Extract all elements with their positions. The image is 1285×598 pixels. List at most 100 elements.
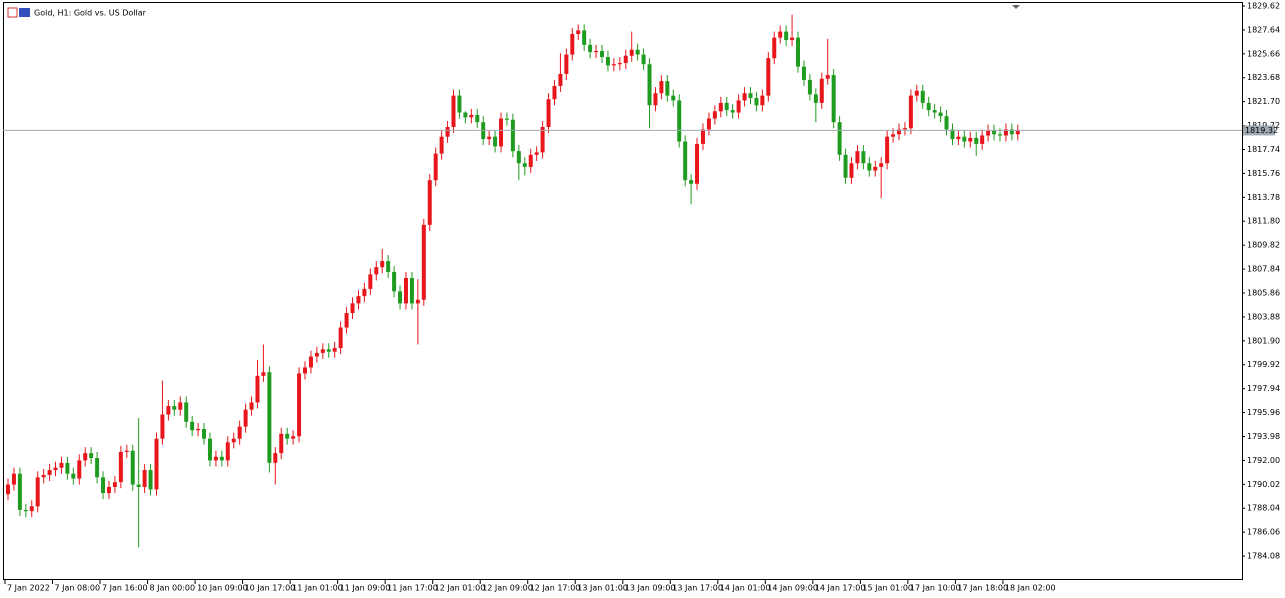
candle-body	[914, 90, 919, 96]
y-tick-label: 1821.70	[1247, 97, 1280, 106]
candle-body	[219, 456, 224, 461]
candle-body	[558, 73, 563, 86]
candle-body	[528, 154, 533, 167]
x-tick-label: 11 Jan 01:00	[292, 584, 343, 593]
candle-body	[516, 151, 521, 164]
candle-body	[207, 438, 212, 461]
candle-body	[279, 433, 284, 454]
candle-body	[190, 421, 195, 431]
y-tick-label: 1827.64	[1247, 25, 1280, 34]
candle-body	[950, 129, 955, 140]
candle-body	[267, 372, 272, 463]
candle-body	[297, 373, 302, 437]
y-tick-label: 1795.96	[1247, 408, 1280, 417]
candle-body	[582, 30, 587, 45]
candle-body	[463, 112, 468, 118]
candle-body	[368, 274, 373, 289]
candle-body	[59, 462, 64, 468]
candle-body	[89, 453, 94, 458]
candle-body	[623, 55, 628, 64]
candle-body	[594, 50, 599, 53]
icon-box	[19, 8, 30, 17]
candle-body	[17, 473, 22, 510]
candle-body	[130, 450, 135, 485]
candle-body	[908, 95, 913, 129]
candle-body	[534, 152, 539, 155]
candle-body	[409, 278, 414, 304]
candle-body	[172, 406, 177, 410]
candle-body	[576, 30, 581, 35]
candle-body	[77, 460, 82, 479]
x-tick-label: 7 Jan 08:00	[55, 584, 101, 593]
candle-body	[873, 166, 878, 171]
candle-body	[784, 31, 789, 41]
candle-body	[932, 110, 937, 113]
candle-body	[106, 486, 111, 494]
candle-body	[980, 135, 985, 144]
candle-body	[362, 288, 367, 297]
candle-body	[11, 473, 16, 485]
y-tick-label: 1815.76	[1247, 169, 1280, 178]
candle-body	[962, 136, 967, 142]
current-price-box	[1243, 125, 1275, 136]
candle-body	[766, 58, 771, 96]
icon-box	[7, 7, 18, 18]
candle-body	[825, 75, 830, 79]
candle-body	[196, 429, 201, 431]
y-tick-label: 1793.98	[1247, 432, 1280, 441]
candle-body	[6, 484, 10, 495]
shift-marker	[1012, 5, 1020, 9]
x-tick-label: 15 Jan 01:00	[862, 584, 913, 593]
x-tick-label: 13 Jan 17:00	[672, 584, 723, 593]
candle-body	[659, 81, 664, 94]
candle-body	[641, 54, 646, 65]
current-price-label: 1819.32	[1245, 126, 1278, 135]
candle-body	[718, 102, 723, 112]
candle-body	[754, 98, 759, 106]
symbol-icon	[7, 7, 30, 18]
candle-body	[451, 95, 456, 128]
candle-body	[118, 451, 123, 483]
candle-body	[926, 102, 931, 111]
candle-body	[142, 470, 147, 487]
candle-body	[243, 409, 248, 427]
candle-body	[291, 436, 296, 439]
candle-body	[320, 349, 325, 353]
x-tick-label: 12 Jan 01:00	[435, 584, 486, 593]
candle-body	[683, 141, 688, 181]
x-tick-label: 7 Jan 2022	[7, 584, 50, 593]
x-tick-label: 17 Jan 18:00	[957, 584, 1008, 593]
candle-body	[237, 426, 242, 439]
candle-body	[760, 95, 765, 106]
x-tick-label: 11 Jan 09:00	[340, 584, 391, 593]
candle-body	[124, 450, 129, 452]
candle-body	[71, 473, 76, 479]
candle-body	[522, 163, 527, 167]
candle-body	[65, 462, 70, 474]
candle-body	[855, 151, 860, 164]
candle-body	[546, 99, 551, 128]
candle-body	[95, 457, 100, 478]
candle-body	[231, 438, 236, 443]
candle-body	[997, 134, 1002, 136]
candle-body	[1003, 129, 1008, 136]
y-tick-label: 1811.80	[1247, 217, 1280, 226]
candle-body	[160, 414, 165, 439]
x-tick-label: 13 Jan 09:00	[625, 584, 676, 593]
y-tick-label: 1807.84	[1247, 265, 1280, 274]
candle-body	[136, 484, 141, 487]
candle-body	[564, 54, 569, 74]
x-tick-label: 12 Jan 09:00	[482, 584, 533, 593]
candle-body	[540, 127, 545, 153]
y-tick-label: 1788.04	[1247, 504, 1280, 513]
candle-body	[849, 163, 854, 178]
candle-body	[742, 93, 747, 101]
candle-body	[796, 37, 801, 67]
candle-body	[944, 116, 949, 130]
x-tick-label: 8 Jan 00:00	[150, 584, 196, 593]
candle-body	[1009, 129, 1014, 135]
candle-body	[920, 90, 925, 103]
candle-body	[730, 110, 735, 113]
candles	[6, 14, 1020, 548]
candle-body	[273, 453, 278, 463]
